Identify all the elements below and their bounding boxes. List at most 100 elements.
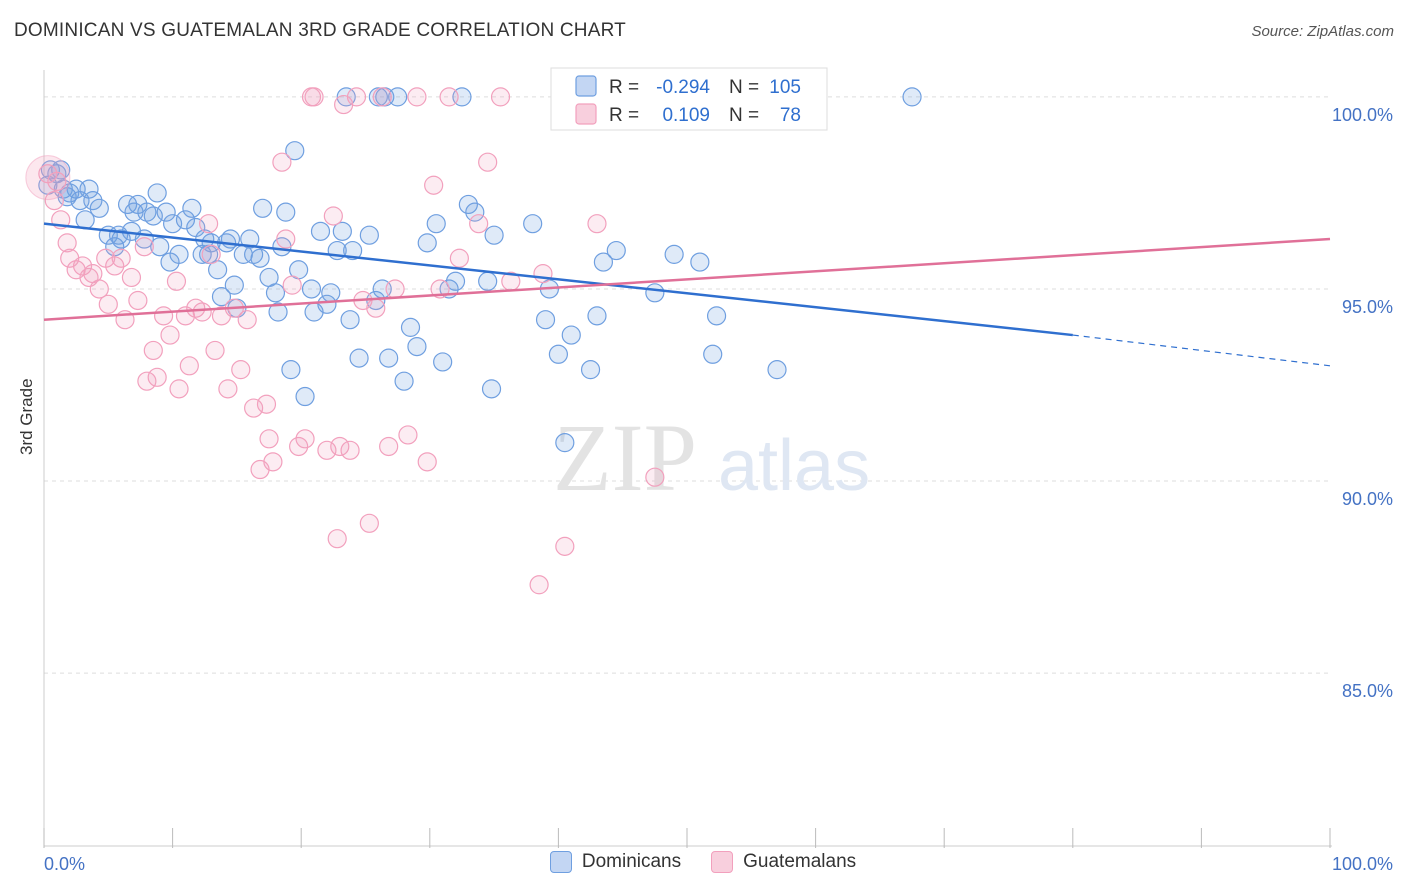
y-tick-label: 95.0% (1342, 297, 1393, 317)
trend-lines (43, 222, 1331, 367)
dominican-point (340, 310, 360, 330)
guatemalan-point (490, 87, 511, 107)
dominican-point (706, 306, 727, 326)
dominican-point (767, 360, 787, 380)
bottom-legend: Dominicans Guatemalans (0, 851, 1406, 873)
dominican-point (465, 202, 485, 222)
dominican-point (433, 352, 453, 372)
dominican-point (211, 287, 232, 307)
legend-frame (550, 67, 828, 131)
dominican-point (426, 214, 446, 234)
legend-r-label: R = (609, 105, 639, 126)
dominican-point (240, 229, 260, 249)
guatemalans-swatch (711, 851, 734, 873)
guatemalan-point (98, 294, 118, 314)
dominican-point (276, 202, 296, 222)
dominican-point (400, 317, 421, 337)
guatemalan-point (379, 436, 399, 457)
dominican-point (147, 183, 167, 203)
guatemalan-point (192, 302, 212, 322)
guatemalan-point (439, 87, 459, 107)
dominican-point (645, 283, 665, 303)
guatemalan-point (169, 379, 189, 399)
guatemalan-point (134, 237, 154, 257)
guatemalan-point (105, 256, 125, 276)
guatemalan-point (44, 191, 64, 211)
legend-n-label: N = (729, 105, 759, 126)
guatemalan-point (121, 267, 142, 288)
guatemalan-point (256, 394, 277, 414)
guatemalan-point (317, 440, 337, 460)
dominican-point (182, 198, 202, 218)
guatemalan-point (179, 356, 199, 376)
watermark: ZIP atlas (553, 404, 870, 511)
dominican-point (332, 221, 352, 241)
dominican-point (664, 244, 684, 264)
guatemalan-point (199, 214, 219, 234)
dominican-point (481, 379, 502, 399)
guatemalan-point (417, 452, 437, 472)
legend-r-value: -0.294 (656, 77, 710, 98)
data-points (25, 87, 922, 595)
dominican-point (117, 194, 138, 215)
guatemalan-point (366, 298, 386, 318)
guatemalan-point (166, 271, 187, 291)
guatemalan-point (424, 175, 444, 195)
dominican-point (478, 271, 498, 291)
legend-item-dominicans[interactable]: Dominicans (549, 851, 681, 873)
legend-r-value: 0.109 (662, 105, 710, 126)
guatemalan-point (218, 379, 238, 399)
dominican-point (163, 214, 183, 234)
dominican-point (51, 160, 71, 180)
guatemalan-point (72, 256, 93, 276)
guatemalan-point (340, 440, 360, 460)
x-tick-label: 100.0% (1332, 854, 1393, 874)
guatemalan-trend-line (43, 237, 1331, 321)
dominican-point (555, 433, 575, 453)
dominican-point (407, 336, 427, 357)
gridlines (44, 96, 1330, 674)
guatemalan-point (327, 529, 347, 549)
guatemalan-point (237, 310, 257, 330)
dominican-point (580, 360, 601, 380)
dominican-point (690, 252, 710, 272)
guatemalan-point (231, 360, 251, 380)
dominican-point (250, 248, 270, 268)
dominican-point (150, 237, 170, 257)
guatemalan-point (137, 371, 157, 391)
guatemalan-point (259, 429, 279, 449)
guatemalan-point (398, 425, 418, 445)
dominican-point (265, 283, 286, 303)
watermark-zip: ZIP (553, 404, 697, 511)
guatemalan-point (143, 340, 163, 361)
guatemalan-point (153, 306, 174, 326)
dominican-point (606, 240, 626, 261)
guatemalan-point (529, 575, 549, 595)
dominican-point (317, 294, 337, 314)
dominican-point (285, 141, 305, 161)
guatemalan-point (128, 290, 148, 311)
guatemalan-point (478, 152, 498, 172)
dominican-point (388, 87, 408, 107)
dominican-point (417, 233, 437, 253)
dominican-point (561, 325, 581, 345)
dominican-point (160, 252, 180, 272)
dominican-point (703, 344, 723, 364)
guatemalan-point (323, 206, 343, 226)
legend-n-value: 105 (769, 77, 801, 98)
dominican-point (295, 386, 315, 407)
dominican-point (336, 87, 356, 107)
guatemalan-point (282, 275, 302, 295)
dominican-point (83, 191, 103, 211)
guatemalan-point (385, 279, 405, 299)
guatemalan-point (47, 171, 67, 192)
source-label: Source: ZipAtlas.com (1251, 23, 1394, 40)
guatemalan-point (555, 536, 575, 556)
dominican-trend-extension (1072, 334, 1331, 367)
guatemalan-point (272, 152, 292, 172)
dominican-trend-line (43, 222, 1073, 337)
legend-item-guatemalans[interactable]: Guatemalans (711, 851, 856, 873)
dominican-point (523, 214, 543, 234)
guatemalan-point (89, 279, 109, 299)
